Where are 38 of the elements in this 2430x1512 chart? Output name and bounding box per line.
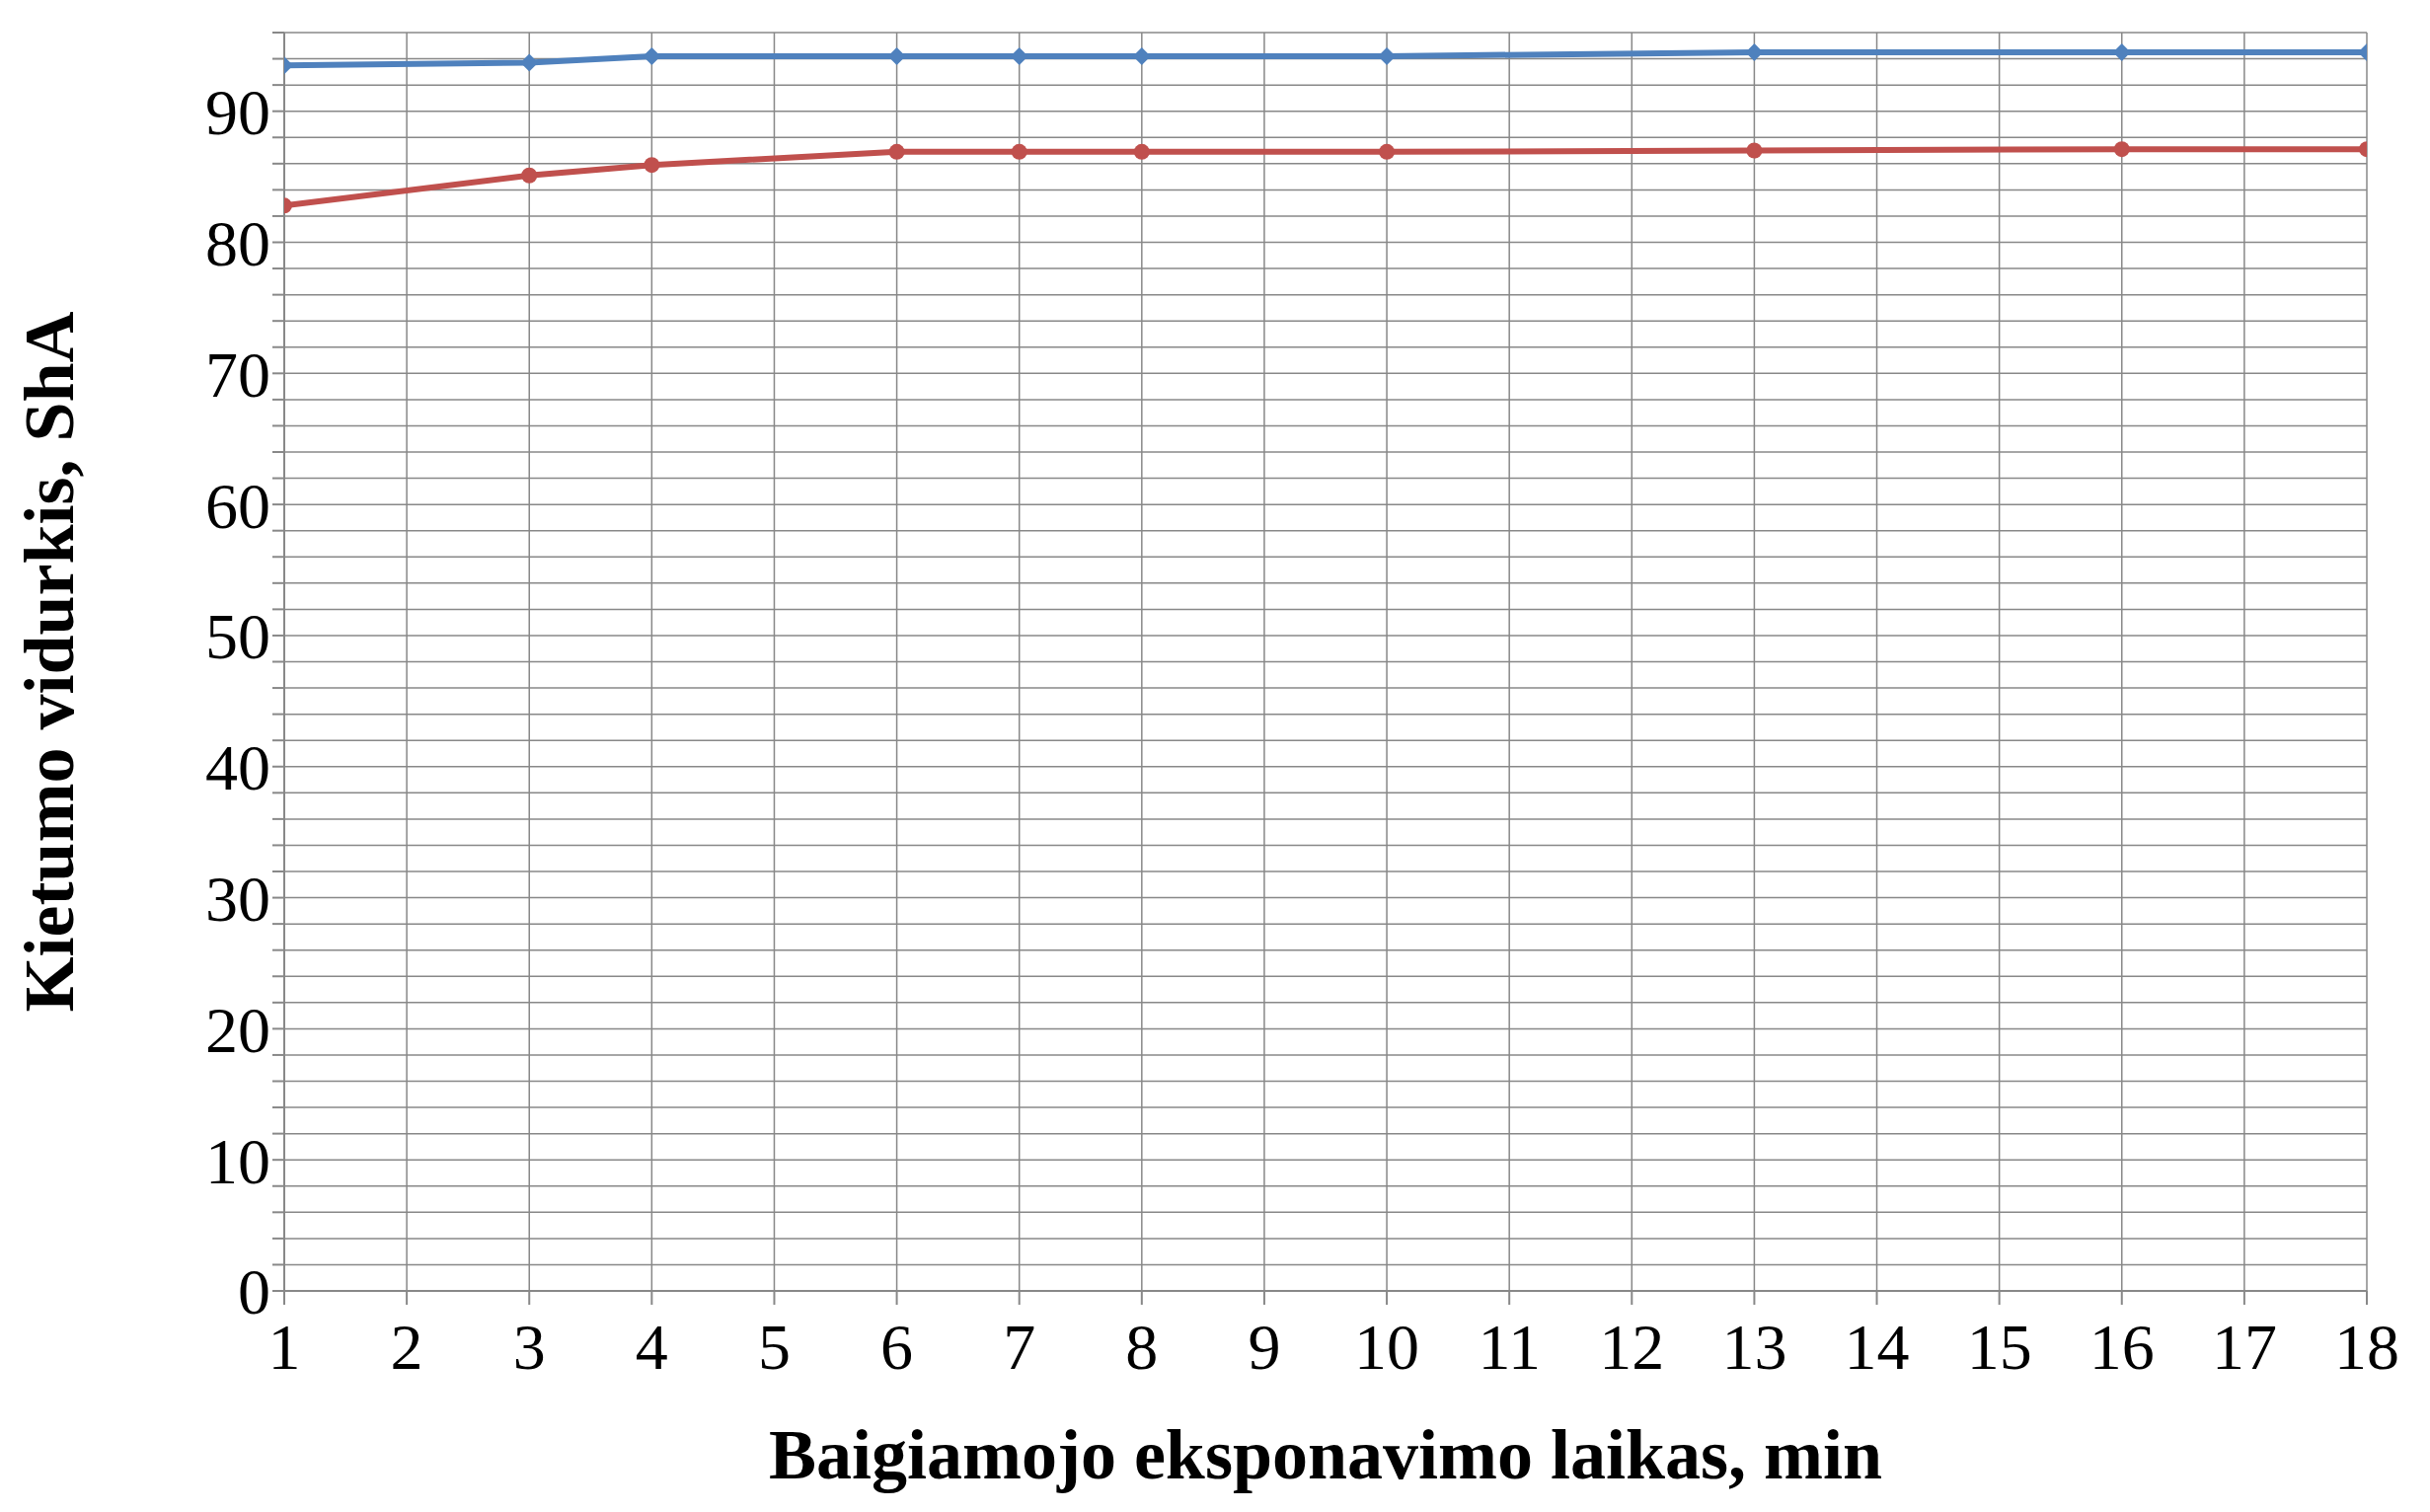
point <box>1133 143 1150 160</box>
y-tick-label: 30 <box>205 862 270 935</box>
x-tick-label: 14 <box>1844 1310 1910 1383</box>
point <box>1011 143 1027 160</box>
point <box>1746 142 1763 159</box>
y-tick-label: 20 <box>205 993 270 1066</box>
x-tick-label: 5 <box>757 1310 791 1383</box>
point <box>888 143 905 160</box>
x-tick-label: 9 <box>1248 1310 1281 1383</box>
x-tick-label: 16 <box>2088 1310 2155 1383</box>
y-tick-label: 90 <box>205 76 270 149</box>
y-tick-label: 60 <box>205 469 270 542</box>
y-tick-label: 70 <box>205 338 270 411</box>
x-tick-label: 10 <box>1354 1310 1420 1383</box>
x-tick-label: 7 <box>1003 1310 1036 1383</box>
x-tick-label: 4 <box>635 1310 668 1383</box>
x-tick-label: 2 <box>390 1310 423 1383</box>
x-tick-label: 12 <box>1599 1310 1665 1383</box>
point <box>2113 141 2130 158</box>
point <box>1379 143 1396 160</box>
x-tick-label: 6 <box>880 1310 914 1383</box>
y-axis-title: Kietumo vidurkis, ShA <box>9 311 89 1013</box>
y-tick-label: 80 <box>205 206 270 279</box>
y-tick-label: 40 <box>205 731 270 804</box>
x-tick-label: 11 <box>1478 1310 1541 1383</box>
point <box>521 167 538 184</box>
y-tick-label: 10 <box>205 1124 270 1197</box>
x-axis-title: Baigiamojo eksponavimo laikas, min <box>768 1415 1883 1494</box>
x-tick-label: 8 <box>1125 1310 1159 1383</box>
y-tick-label: 50 <box>205 600 270 673</box>
point <box>644 157 660 174</box>
x-tick-label: 1 <box>267 1310 301 1383</box>
y-tick-label: 0 <box>238 1255 270 1328</box>
x-tick-label: 17 <box>2211 1310 2277 1383</box>
x-tick-label: 13 <box>1721 1310 1787 1383</box>
x-tick-label: 15 <box>1966 1310 2032 1383</box>
x-tick-label: 18 <box>2334 1310 2399 1383</box>
x-tick-label: 3 <box>512 1310 546 1383</box>
